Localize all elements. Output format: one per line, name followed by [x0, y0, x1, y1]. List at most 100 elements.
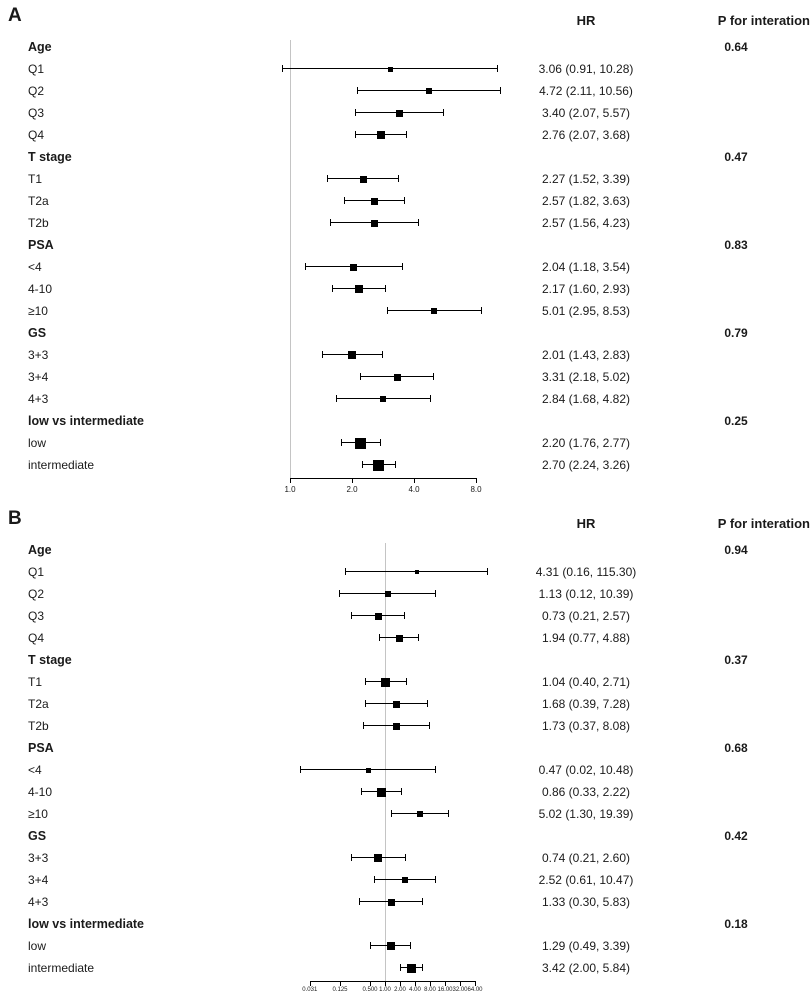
row-label: intermediate	[28, 961, 95, 975]
hr-marker	[387, 66, 393, 72]
hr-value: 2.20 (1.76, 2.77)	[541, 436, 631, 450]
forest-row: low vs intermediate 0.18	[0, 913, 812, 935]
row-plot	[250, 366, 512, 388]
panel-a-header: A HR P for interation	[0, 6, 812, 36]
forest-row: T1 1.04 (0.40, 2.71)	[0, 671, 812, 693]
panel-b-axis: 0.031 0.125 0.500 1.00 2.00 4.00 8.00 16.00 32.0…	[250, 979, 512, 1005]
row-label: GS	[28, 829, 47, 843]
hr-value: 3.42 (2.00, 5.84)	[541, 961, 631, 975]
axis-tick-label: 0.500	[362, 987, 378, 993]
axis-tick	[414, 478, 415, 483]
axis-tick-label: 8.00	[424, 987, 436, 993]
ci-cap-high	[422, 898, 424, 905]
forest-row: Age 0.64	[0, 36, 812, 58]
hr-marker	[393, 722, 401, 730]
row-label: Q3	[28, 609, 45, 623]
forest-row: 4-10 2.17 (1.60, 2.93)	[0, 278, 812, 300]
ci-cap-high	[405, 678, 407, 685]
ci-cap-low	[351, 854, 353, 861]
hr-marker	[407, 963, 417, 973]
row-label: low	[28, 436, 47, 450]
hr-marker	[374, 612, 382, 620]
hr-marker	[359, 175, 367, 183]
hr-value: 5.02 (1.30, 19.39)	[538, 807, 634, 821]
axis-tick	[385, 981, 386, 986]
ci-cap-low	[379, 634, 381, 641]
ci-cap-high	[382, 351, 384, 358]
forest-row: Q4 2.76 (2.07, 3.68)	[0, 124, 812, 146]
forest-row: Q3 3.40 (2.07, 5.57)	[0, 102, 812, 124]
p-value: 0.79	[724, 326, 748, 340]
hr-value: 2.17 (1.60, 2.93)	[541, 282, 631, 296]
reference-line	[290, 40, 291, 478]
axis-tick	[352, 478, 353, 483]
hr-value	[512, 737, 660, 759]
hr-value: 0.86 (0.33, 2.22)	[541, 785, 631, 799]
p-value	[660, 212, 812, 234]
ci-cap-low	[332, 285, 334, 292]
row-plot	[250, 234, 512, 256]
p-value	[660, 891, 812, 913]
row-plot	[250, 454, 512, 476]
row-label: 4+3	[28, 895, 49, 909]
p-value: 0.94	[724, 543, 748, 557]
hr-marker	[425, 88, 432, 94]
ci-cap-high	[426, 700, 428, 707]
forest-row: T stage 0.47	[0, 146, 812, 168]
row-label: T2b	[28, 216, 49, 230]
p-value	[660, 300, 812, 322]
row-plot	[250, 344, 512, 366]
p-value	[660, 957, 812, 979]
ci-cap-low	[300, 766, 302, 773]
forest-row: T1 2.27 (1.52, 3.39)	[0, 168, 812, 190]
hr-value	[512, 146, 660, 168]
hr-value	[512, 322, 660, 344]
forest-row: Q3 0.73 (0.21, 2.57)	[0, 605, 812, 627]
ci-cap-high	[398, 175, 400, 182]
row-label: T2b	[28, 719, 49, 733]
forest-row: Q2 4.72 (2.11, 10.56)	[0, 80, 812, 102]
ci-cap-low	[390, 810, 392, 817]
axis-tick-label: 32.00	[452, 987, 468, 993]
hr-column-header: HR	[576, 13, 596, 28]
row-plot	[250, 627, 512, 649]
ci-cap-low	[340, 439, 342, 446]
panel-a-header-left: A	[0, 6, 512, 26]
row-plot	[250, 671, 512, 693]
axis-tick	[476, 478, 477, 483]
row-label: PSA	[28, 741, 54, 755]
forest-row: ≥10 5.01 (2.95, 8.53)	[0, 300, 812, 322]
axis-tick-label: 64.00	[467, 987, 483, 993]
ci-cap-low	[321, 351, 323, 358]
row-plot	[250, 58, 512, 80]
ci-cap-low	[327, 175, 329, 182]
hr-value	[512, 234, 660, 256]
p-value	[660, 671, 812, 693]
p-value	[660, 935, 812, 957]
p-value	[660, 432, 812, 454]
p-value	[660, 168, 812, 190]
hr-marker	[355, 437, 367, 449]
hr-value: 1.33 (0.30, 5.83)	[541, 895, 631, 909]
hr-value: 2.57 (1.56, 4.23)	[541, 216, 631, 230]
forest-row: 3+4 2.52 (0.61, 10.47)	[0, 869, 812, 891]
hr-marker	[384, 591, 391, 597]
hr-marker	[380, 396, 387, 402]
hr-value: 1.29 (0.49, 3.39)	[541, 939, 631, 953]
row-plot	[250, 124, 512, 146]
axis-tick-label: 0.031	[302, 987, 318, 993]
hr-value: 1.04 (0.40, 2.71)	[541, 675, 631, 689]
panel-b-header-left: B	[0, 509, 512, 529]
hr-marker	[395, 109, 403, 117]
ci-cap-high	[442, 109, 444, 116]
forest-row: T stage 0.37	[0, 649, 812, 671]
row-plot	[250, 825, 512, 847]
row-label: GS	[28, 326, 47, 340]
hr-marker	[377, 787, 387, 797]
hr-value: 1.94 (0.77, 4.88)	[541, 631, 631, 645]
ci-cap-high	[434, 766, 436, 773]
row-label: T stage	[28, 150, 72, 164]
row-label: 3+4	[28, 370, 49, 384]
row-label: 3+4	[28, 873, 49, 887]
ci-cap-high	[499, 87, 501, 94]
